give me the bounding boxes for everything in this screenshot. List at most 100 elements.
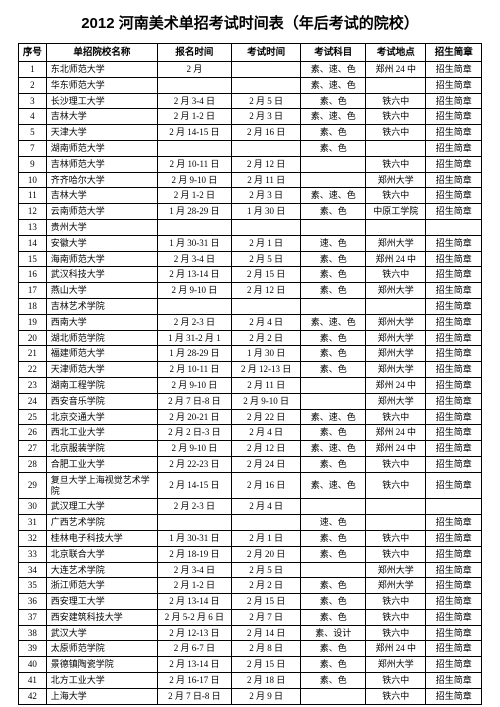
cell-guide: 招生简章 — [426, 314, 482, 330]
cell-subject: 素、色 — [301, 346, 366, 362]
cell-location: 铁六中 — [366, 156, 426, 172]
cell-subject: 素、速、色 — [301, 472, 366, 499]
cell-examtime: 2 月 20 日 — [231, 546, 300, 562]
cell-location: 郑州 24 中 — [366, 251, 426, 267]
cell-examtime: 2 月 12 日 — [231, 283, 300, 299]
cell-guide — [426, 219, 482, 235]
table-row: 39太原师范学院2 月 6-7 日2 月 8 日素、色郑州 24 中招生简章 — [19, 641, 482, 657]
cell-examtime: 2 月 9-10 日 — [231, 393, 300, 409]
cell-seq: 40 — [19, 657, 47, 673]
cell-examtime — [231, 77, 300, 93]
cell-regtime: 2 月 13-14 日 — [157, 657, 231, 673]
cell-regtime: 2 月 6-7 日 — [157, 641, 231, 657]
cell-guide: 招生简章 — [426, 515, 482, 531]
cell-seq: 29 — [19, 472, 47, 499]
cell-examtime: 2 月 1 日 — [231, 235, 300, 251]
table-row: 5天津大学2 月 14-15 日2 月 16 日素、色铁六中招生简章 — [19, 125, 482, 141]
cell-location: 郑州大学 — [366, 330, 426, 346]
cell-subject — [301, 499, 366, 515]
cell-school: 西安理工大学 — [46, 594, 157, 610]
cell-school: 湖南师范大学 — [46, 140, 157, 156]
table-row: 27北京服装学院2 月 9-10 日2 月 12 日素、速、色郑州 24 中招生… — [19, 441, 482, 457]
cell-subject — [301, 172, 366, 188]
cell-location: 铁六中 — [366, 673, 426, 689]
cell-guide: 招生简章 — [426, 688, 482, 704]
cell-school: 长沙理工大学 — [46, 93, 157, 109]
cell-regtime: 2 月 13-14 日 — [157, 267, 231, 283]
table-row: 20湖北师范学院1 月 31-2 月 12 月 2 日素、色郑州大学招生简章 — [19, 330, 482, 346]
cell-location: 铁六中 — [366, 546, 426, 562]
cell-examtime: 2 月 3 日 — [231, 109, 300, 125]
cell-location: 郑州大学 — [366, 393, 426, 409]
cell-seq: 9 — [19, 156, 47, 172]
cell-guide: 招生简章 — [426, 156, 482, 172]
table-row: 4吉林大学2 月 1-2 日2 月 3 日素、速、色铁六中招生简章 — [19, 109, 482, 125]
table-row: 11吉林大学2 月 1-2 日2 月 3 日素、速、色铁六中招生简章 — [19, 188, 482, 204]
table-row: 42上海大学2 月 7 日-8 日2 月 9 日铁六中招生简章 — [19, 688, 482, 704]
cell-examtime: 2 月 3 日 — [231, 188, 300, 204]
cell-regtime: 2 月 2-3 日 — [157, 499, 231, 515]
table-row: 13贵州大学 — [19, 219, 482, 235]
cell-school: 西安音乐学院 — [46, 393, 157, 409]
cell-examtime: 2 月 7 日 — [231, 609, 300, 625]
cell-subject: 素、色 — [301, 93, 366, 109]
table-row: 15海南师范大学2 月 3-4 日2 月 5 日素、色郑州 24 中招生简章 — [19, 251, 482, 267]
cell-school: 吉林师范大学 — [46, 156, 157, 172]
cell-seq: 10 — [19, 172, 47, 188]
table-row: 30武汉理工大学2 月 2-3 日2 月 4 日 — [19, 499, 482, 515]
cell-location: 铁六中 — [366, 188, 426, 204]
cell-guide: 招生简章 — [426, 609, 482, 625]
cell-location: 郑州 24 中 — [366, 425, 426, 441]
table-row: 7湖南师范大学素、色招生简章 — [19, 140, 482, 156]
cell-guide: 招生简章 — [426, 673, 482, 689]
cell-school: 北京服装学院 — [46, 441, 157, 457]
cell-seq: 35 — [19, 578, 47, 594]
cell-location: 郑州大学 — [366, 657, 426, 673]
cell-guide: 招生简章 — [426, 393, 482, 409]
cell-subject: 素、色 — [301, 362, 366, 378]
cell-seq: 42 — [19, 688, 47, 704]
table-row: 34大连艺术学院2 月 3-4 日2 月 5 日郑州大学招生简章 — [19, 562, 482, 578]
cell-location — [366, 77, 426, 93]
cell-location — [366, 140, 426, 156]
cell-guide: 招生简章 — [426, 298, 482, 314]
cell-guide: 招生简章 — [426, 562, 482, 578]
cell-regtime: 1 月 31-2 月 1 — [157, 330, 231, 346]
cell-school: 北方工业大学 — [46, 673, 157, 689]
table-row: 28合肥工业大学2 月 22-23 日2 月 24 日素、色铁六中招生简章 — [19, 456, 482, 472]
cell-subject: 速、色 — [301, 235, 366, 251]
cell-regtime — [157, 219, 231, 235]
cell-school: 西北工业大学 — [46, 425, 157, 441]
header-regtime: 报名时间 — [157, 44, 231, 62]
cell-examtime: 2 月 24 日 — [231, 456, 300, 472]
cell-seq: 33 — [19, 546, 47, 562]
table-row: 29复旦大学上海视觉艺术学院2 月 14-15 日2 月 16 日素、速、色铁六… — [19, 472, 482, 499]
table-row: 38武汉大学2 月 12-13 日2 月 14 日素、设计铁六中招生简章 — [19, 625, 482, 641]
cell-location: 郑州 24 中 — [366, 441, 426, 457]
cell-guide: 招生简章 — [426, 267, 482, 283]
table-row: 21福建师范大学1 月 28-29 日1 月 30 日素、色郑州大学招生简章 — [19, 346, 482, 362]
cell-school: 齐齐哈尔大学 — [46, 172, 157, 188]
cell-location — [366, 499, 426, 515]
cell-subject: 素、色 — [301, 673, 366, 689]
cell-seq: 2 — [19, 77, 47, 93]
cell-location — [366, 515, 426, 531]
cell-location: 铁六中 — [366, 409, 426, 425]
cell-school: 安徽大学 — [46, 235, 157, 251]
cell-subject: 素、色 — [301, 425, 366, 441]
cell-subject: 素、色 — [301, 530, 366, 546]
table-row: 19西南大学2 月 2-3 日2 月 4 日素、速、色郑州大学招生简章 — [19, 314, 482, 330]
cell-regtime: 2 月 1-2 日 — [157, 578, 231, 594]
cell-guide: 招生简章 — [426, 283, 482, 299]
cell-regtime: 2 月 10-11 日 — [157, 156, 231, 172]
cell-subject — [301, 156, 366, 172]
cell-examtime: 2 月 22 日 — [231, 409, 300, 425]
cell-school: 燕山大学 — [46, 283, 157, 299]
cell-location: 郑州大学 — [366, 346, 426, 362]
cell-subject: 素、色 — [301, 125, 366, 141]
table-row: 14安徽大学1 月 30-31 日2 月 1 日速、色郑州大学招生简章 — [19, 235, 482, 251]
cell-seq: 39 — [19, 641, 47, 657]
cell-regtime: 2 月 14-15 日 — [157, 472, 231, 499]
cell-examtime: 1 月 30 日 — [231, 204, 300, 220]
cell-examtime: 2 月 15 日 — [231, 657, 300, 673]
